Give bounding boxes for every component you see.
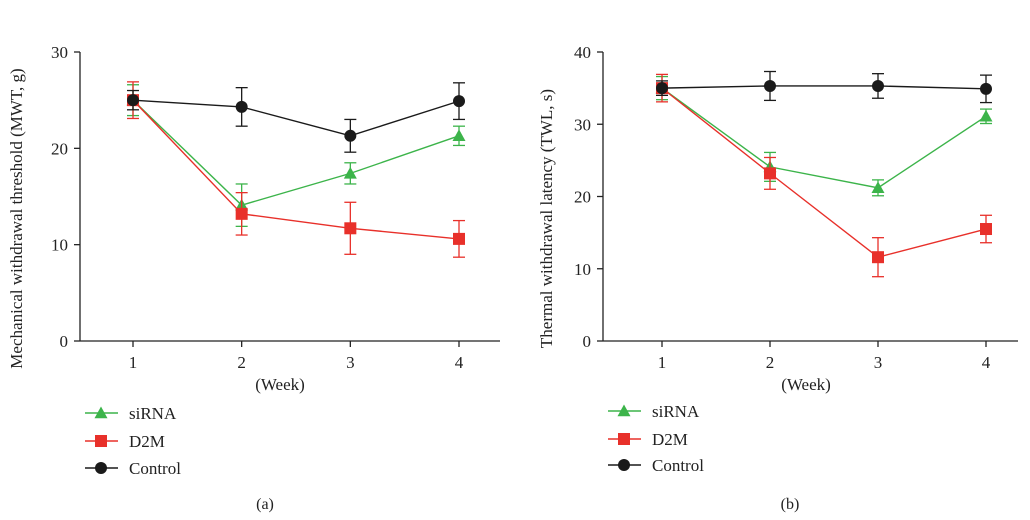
legend-marker: [95, 435, 107, 447]
data-point: [764, 79, 776, 92]
series-sirna: [655, 75, 993, 197]
legend: siRNA D2M Control: [85, 404, 181, 478]
data-point: [656, 82, 668, 95]
y-tick-label: 20: [51, 139, 68, 158]
legend-marker: [618, 459, 630, 471]
data-point: [343, 166, 357, 179]
x-tick-label: 4: [982, 353, 991, 372]
x-axis-label: (Week): [255, 375, 305, 394]
y-tick-label: 30: [51, 43, 68, 62]
y-tick-label: 30: [574, 115, 591, 134]
panel-label: (b): [781, 496, 800, 513]
data-point: [127, 94, 139, 107]
x-tick-label: 2: [237, 353, 246, 372]
data-point: [344, 222, 357, 235]
legend: siRNA D2M Control: [608, 402, 704, 475]
data-point: [980, 82, 992, 95]
legend-marker: [94, 406, 108, 419]
series-line: [132, 99, 460, 206]
panel-label: (a): [256, 496, 274, 513]
x-axis-label: (Week): [781, 375, 831, 394]
data-point: [872, 251, 884, 264]
series-line: [661, 87, 987, 258]
legend-label: siRNA: [652, 402, 700, 421]
legend-marker: [617, 404, 631, 417]
series-d2m: [656, 73, 992, 278]
legend-label: D2M: [652, 430, 688, 449]
data-point: [235, 207, 248, 220]
x-tick-label: 2: [766, 353, 775, 372]
y-tick-label: 10: [574, 260, 591, 279]
legend-label: D2M: [129, 432, 165, 451]
data-point: [872, 79, 884, 92]
x-tick-label: 4: [455, 353, 464, 372]
x-tick-label: 1: [129, 353, 138, 372]
series-line: [132, 99, 460, 137]
data-point: [979, 109, 993, 122]
legend-marker: [95, 462, 107, 474]
legend-label: Control: [129, 459, 181, 478]
data-point: [980, 223, 992, 236]
y-axis-label: Thermal withdrawal latency (TWL, s): [537, 89, 556, 348]
data-point: [235, 100, 248, 113]
series-line: [132, 99, 460, 240]
legend-label: Control: [652, 456, 704, 475]
y-tick-label: 40: [574, 43, 591, 62]
y-tick-label: 0: [583, 332, 592, 351]
y-axis-label: Mechanical withdrawal threshold (MWT, g): [7, 68, 26, 368]
x-tick-label: 3: [874, 353, 883, 372]
series-sirna: [126, 84, 466, 228]
data-point: [453, 95, 465, 108]
chart-panel-a: 0 10 20 30 1 2 3 4 (Week) Mechanical withdrawal t…: [7, 43, 500, 513]
series-line: [661, 85, 987, 90]
x-tick-label: 3: [346, 353, 355, 372]
series-control: [127, 82, 465, 153]
legend-label: siRNA: [129, 404, 177, 423]
x-tick-label: 1: [658, 353, 667, 372]
data-point: [452, 129, 466, 142]
data-point: [871, 181, 885, 194]
data-point: [344, 129, 357, 142]
y-tick-label: 20: [574, 188, 591, 207]
series-line: [661, 87, 987, 189]
data-point: [764, 167, 776, 180]
legend-marker: [618, 433, 630, 445]
y-tick-label: 10: [51, 236, 68, 255]
data-point: [453, 232, 465, 245]
series-d2m: [127, 81, 465, 258]
y-tick-label: 0: [60, 332, 69, 351]
chart-panel-b: 0 10 20 30 40 1 2 3 4 (Week) Thermal withdrawal la…: [537, 43, 1018, 513]
series-control: [656, 70, 992, 104]
